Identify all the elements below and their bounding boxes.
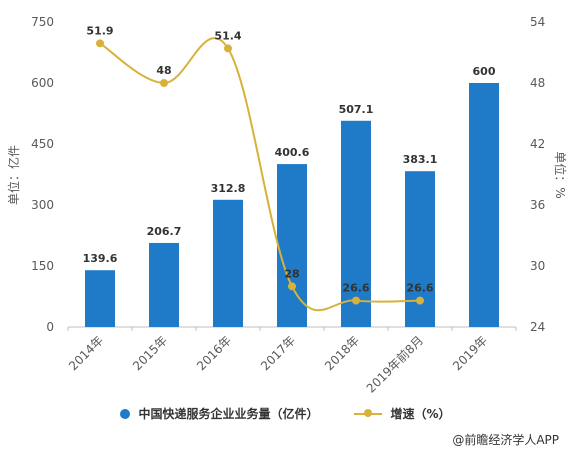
bar-data-label: 507.1: [339, 103, 374, 116]
bar: [213, 199, 243, 327]
line-data-label: 28: [284, 267, 299, 280]
growth-line: [99, 37, 421, 312]
x-tick-label: 2017年: [258, 333, 298, 373]
bar: [277, 164, 307, 327]
line-series: [96, 37, 424, 312]
line-data-label: 48: [156, 64, 171, 77]
legend-bar-label: 中国快递服务企业业务量（亿件）: [138, 407, 319, 421]
bar-data-label: 600: [473, 65, 496, 78]
line-point: [352, 296, 360, 305]
x-tick-label: 2016年: [194, 333, 234, 373]
bar-data-label: 206.7: [147, 225, 182, 238]
x-tick-label: 2019年前8月: [363, 333, 426, 396]
left-tick-label: 750: [31, 15, 54, 29]
right-tick-label: 30: [530, 259, 545, 273]
left-axis-title: 单位：亿件: [6, 145, 21, 205]
x-tick-label: 2014年: [66, 333, 106, 373]
line-point: [224, 44, 232, 53]
legend-bar-swatch: [120, 408, 131, 419]
bar: [341, 120, 371, 328]
right-tick-label: 42: [530, 137, 545, 151]
bar-data-label: 400.6: [275, 146, 310, 159]
left-tick-label: 150: [31, 259, 54, 273]
x-tick-label: 2015年: [130, 333, 170, 373]
line-data-label: 26.6: [342, 282, 369, 295]
right-tick-label: 36: [530, 198, 545, 212]
bar-data-label: 312.8: [211, 182, 246, 195]
legend-line-swatch: [354, 408, 383, 417]
bar-data-label: 383.1: [403, 153, 438, 166]
line-point: [416, 296, 424, 305]
bar-series: [85, 83, 499, 328]
right-axis-title: 单位：%: [553, 151, 568, 198]
legend-item-line: 增速（%）: [354, 405, 451, 422]
left-tick-label: 0: [46, 320, 54, 334]
chart-legend: 中国快递服务企业业务量（亿件） 增速（%）: [0, 405, 571, 422]
left-tick-label: 600: [31, 76, 54, 90]
bar-data-label: 139.6: [83, 252, 118, 265]
source-credit: @前瞻经济学人APP: [452, 433, 559, 447]
legend-item-bar: 中国快递服务企业业务量（亿件）: [120, 405, 318, 422]
line-data-label: 51.4: [214, 29, 241, 42]
line-point: [288, 282, 296, 291]
left-tick-label: 300: [31, 198, 54, 212]
legend-line-label: 增速（%）: [390, 407, 451, 421]
right-tick-label: 54: [530, 15, 545, 29]
line-point: [160, 79, 168, 87]
x-tick-label: 2018年: [322, 333, 362, 373]
x-tick-label: 2019年: [450, 333, 490, 373]
line-data-label: 26.6: [406, 282, 433, 295]
bar: [85, 270, 115, 327]
bar: [149, 242, 179, 327]
right-tick-label: 24: [530, 320, 545, 334]
line-data-label: 51.9: [86, 24, 113, 37]
line-point: [96, 39, 104, 48]
data-labels: 139.6 206.7 312.8 400.6 507.1 383.1 600 51.9 48 5…: [83, 24, 496, 294]
right-tick-label: 48: [530, 76, 545, 90]
bar: [469, 83, 499, 327]
left-tick-label: 450: [31, 137, 54, 151]
